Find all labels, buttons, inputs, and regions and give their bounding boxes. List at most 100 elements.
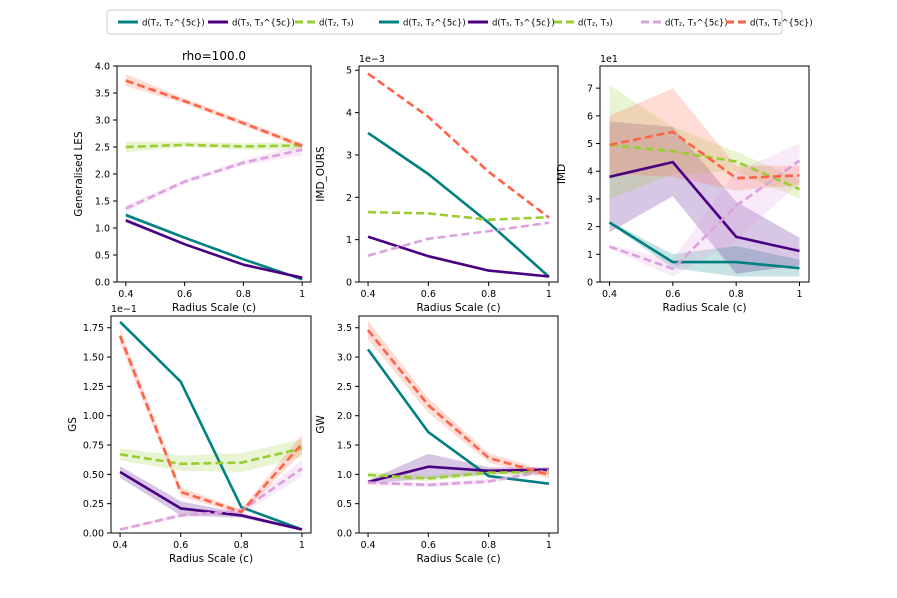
chart-panel-4: 0.4 0.6 0.8 1 0.00 0.25 0.50 0.75 1.00 1.25 1.50 1.…: [67, 304, 312, 565]
plot-area: [118, 320, 303, 531]
x-tick-label: 1: [546, 289, 552, 300]
y-tick-label: 3.5: [95, 89, 110, 100]
x-tick-label: 0.6: [421, 289, 436, 300]
legend-label: d(T₃, T₃^{5c}): [232, 19, 295, 29]
y-axis-label: GS: [67, 417, 79, 432]
y-tick-label: 1: [346, 235, 352, 246]
x-tick-label: 0.4: [360, 289, 375, 300]
y-axis-label: Generalised LES: [73, 131, 85, 217]
x-tick-label: 0.8: [481, 289, 496, 300]
plot-area: [608, 85, 801, 277]
x-axis-label: Radius Scale (c): [169, 553, 253, 565]
y-tick-label: 3: [587, 194, 593, 205]
series-band: [609, 85, 800, 199]
y-tick-label: 5: [587, 139, 593, 150]
series-line: [125, 219, 303, 279]
legend-frame: [106, 9, 783, 35]
y-tick-label: 3.0: [95, 116, 110, 127]
series-line: [119, 470, 303, 531]
series-band: [120, 439, 302, 472]
series-line: [119, 447, 303, 466]
y-tick-label: 0.50: [83, 470, 104, 481]
legend-label: d(T₂, T₃): [319, 19, 354, 29]
y-tick-label: 1.50: [83, 353, 104, 364]
y-tick-label: 3: [346, 150, 352, 161]
x-tick-label: 1: [299, 540, 305, 551]
series-line: [367, 131, 550, 278]
axis-offset-label: 1e−3: [359, 54, 385, 65]
series-line: [125, 148, 303, 210]
y-tick-label: 0.00: [83, 529, 104, 540]
x-tick-label: 0.6: [421, 540, 436, 551]
series-line: [367, 210, 550, 221]
y-tick-label: 0.75: [83, 441, 104, 452]
series-line: [367, 468, 550, 487]
legend-label: d(T₂, T₂^{5c}): [142, 19, 205, 29]
x-axis-label: Radius Scale (c): [172, 302, 256, 314]
series-line: [367, 470, 550, 480]
plot-area: [366, 320, 550, 488]
axis-offset-label: 1e1: [600, 54, 618, 65]
legend: d(T₂, T₂^{5c}) d(T₃, T₃^{5c}) d(T₂, T₃) d(T…: [106, 9, 813, 35]
y-tick-label: 1: [587, 250, 593, 261]
plot-area: [125, 74, 303, 281]
legend-label: d(T₃, T₃^{5c}): [492, 19, 555, 29]
axes-frame: [358, 315, 559, 534]
series-line: [125, 79, 303, 148]
chart-panel-2: 0.4 0.6 0.8 1 0 1 2 3 4 5 Radius Scale (c) IMD_OURS…: [315, 54, 559, 314]
x-tick-label: 0.6: [173, 540, 188, 551]
series-band: [120, 460, 302, 531]
y-tick-label: 2.0: [95, 170, 110, 181]
legend-label: d(T₂, T₃): [578, 19, 613, 29]
y-tick-label: 0: [346, 278, 352, 289]
legend-label: d(T₂, T₃^{5c}): [665, 19, 728, 29]
series-line: [366, 348, 550, 485]
plot-area: [367, 72, 550, 278]
series-band: [125, 144, 303, 212]
series-line: [366, 329, 550, 477]
y-tick-label: 2.5: [95, 143, 110, 154]
series-line: [367, 72, 550, 219]
y-tick-label: 0.0: [337, 529, 352, 540]
y-tick-label: 2: [346, 193, 352, 204]
y-tick-label: 0.0: [95, 278, 110, 289]
chart-panel-3: 0.4 0.6 0.8 1 0 1 2 3 4 5 6 7 Radius Scale (c) IMD 1e1: [556, 54, 810, 314]
x-tick-label: 0.8: [481, 540, 496, 551]
x-tick-label: 1: [546, 540, 552, 551]
series-band: [368, 467, 549, 488]
series-line: [367, 235, 550, 278]
y-tick-label: 0.25: [83, 499, 104, 510]
y-tick-label: 0.5: [337, 499, 352, 510]
axes-frame: [358, 65, 559, 283]
y-tick-label: 3.0: [337, 353, 352, 364]
x-tick-label: 0.6: [177, 289, 192, 300]
x-tick-label: 0.8: [729, 289, 744, 300]
x-tick-label: 0.8: [236, 289, 251, 300]
y-tick-label: 0: [587, 278, 593, 289]
x-tick-label: 1: [299, 289, 305, 300]
y-axis-label: GW: [315, 415, 327, 434]
x-tick-label: 0.8: [234, 540, 249, 551]
axes-frame: [110, 315, 312, 534]
y-tick-label: 2.5: [337, 382, 352, 393]
chart-panel-1: 0.4 0.6 0.8 1 0.0 0.5 1.0 1.5 2.0 2.5 3.0 3.5 4.0 Rad…: [73, 49, 312, 314]
x-axis-label: Radius Scale (c): [662, 302, 746, 314]
x-tick-label: 0.4: [602, 289, 617, 300]
y-tick-label: 7: [587, 84, 593, 95]
y-tick-label: 1.5: [95, 197, 110, 208]
series-line: [367, 221, 550, 257]
series-line: [609, 130, 800, 180]
legend-label: d(T₂, T₂^{5c}): [403, 19, 466, 29]
series-line: [125, 213, 303, 281]
x-tick-label: 1: [796, 289, 802, 300]
x-tick-label: 0.4: [360, 540, 375, 551]
series-line: [119, 467, 303, 531]
x-tick-label: 0.6: [665, 289, 680, 300]
x-axis-label: Radius Scale (c): [416, 302, 500, 314]
series-line: [609, 143, 801, 191]
y-tick-label: 1.25: [83, 382, 104, 393]
series-line: [367, 465, 550, 484]
y-axis-label: IMD_OURS: [315, 146, 327, 202]
chart-panel-5: 0.4 0.6 0.8 1 0.0 0.5 1.0 1.5 2.0 2.5 3.0 3.5 Radius…: [315, 315, 559, 565]
